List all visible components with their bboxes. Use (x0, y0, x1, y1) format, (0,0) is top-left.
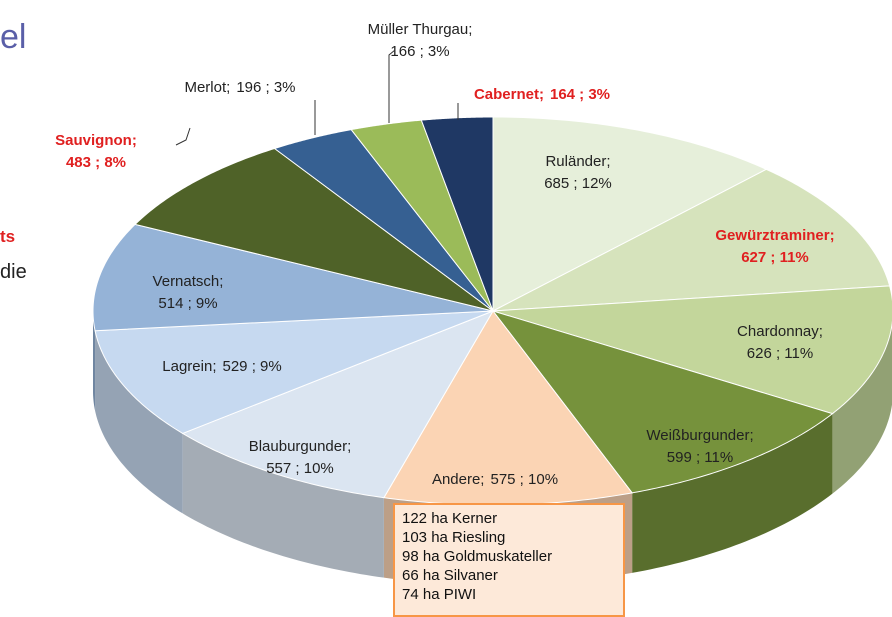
pie-slice-side (182, 433, 384, 578)
pie-slice (492, 116, 768, 312)
pie-slice-side (93, 311, 96, 411)
pie-slice (491, 310, 834, 494)
data-label-category: Gewürztraminer; (715, 227, 834, 244)
data-label-value: 685 ; 12% (544, 175, 612, 192)
pie-slice-side (95, 330, 183, 514)
annotation-box (393, 503, 625, 617)
data-label: Cabernet; 164 ; 3% (474, 86, 610, 103)
data-label-value: 164 ; 3% (550, 86, 610, 103)
data-label: Lagrein; 529 ; 9% (162, 358, 281, 375)
data-label-value: 529 ; 9% (223, 358, 282, 375)
data-label-value: 196 ; 3% (236, 79, 295, 96)
data-label-value: 626 ; 11% (747, 345, 813, 362)
data-label-category: Merlot; (184, 79, 230, 96)
data-label-value: 627 ; 11% (741, 249, 809, 266)
labels: Ruländer; 685 ; 12% Gewürztraminer; 627 ; 1… (55, 21, 834, 488)
data-label-category: Weißburgunder; (646, 427, 753, 444)
data-label-value: 483 ; 8% (66, 154, 126, 171)
slide-title-fragment: el (0, 18, 26, 56)
pie-slice-side (832, 324, 892, 494)
data-label-category: Lagrein; (162, 358, 216, 375)
leader-line (388, 49, 396, 123)
pie-slice (492, 285, 892, 415)
pie-slice (134, 147, 494, 312)
data-label: Merlot; 196 ; 3% (184, 79, 295, 96)
annotation-line: 122 ha Kerner (402, 510, 497, 527)
slide-text-fragment: die (0, 261, 27, 283)
annotation-line: 103 ha Riesling (402, 529, 505, 546)
data-label-category: Müller Thurgau; (368, 21, 473, 38)
pie-slice (492, 168, 891, 312)
data-label-value: 166 ; 3% (390, 43, 449, 60)
slide-text-fragment: ts (0, 227, 15, 246)
pie-slice-side (632, 413, 833, 573)
data-label-category: Cabernet; (474, 86, 544, 103)
pie-slice (420, 116, 494, 312)
data-label: Andere; 575 ; 10% (432, 471, 558, 488)
data-label-value: 599 ; 11% (667, 449, 733, 466)
data-label-category: Blauburgunder; (249, 438, 352, 455)
pie-slice (92, 223, 494, 332)
data-label-category: Sauvignon; (55, 132, 137, 149)
pie-slice (350, 119, 494, 312)
annotation-line: 66 ha Silvaner (402, 567, 498, 584)
data-label-value: 514 ; 9% (158, 295, 217, 312)
pie-slice (94, 310, 494, 434)
data-label-value: 557 ; 10% (266, 460, 334, 477)
pie (92, 116, 892, 585)
data-label-category: Andere; (432, 471, 485, 488)
pie-slice (273, 129, 494, 312)
annotation: 122 ha Kerner 103 ha Riesling 98 ha Goldmu… (402, 510, 552, 603)
data-label-value: 575 ; 10% (490, 471, 558, 488)
annotation-line: 98 ha Goldmuskateller (402, 548, 552, 565)
data-label-category: Ruländer; (545, 153, 610, 170)
pie-slice (181, 310, 495, 499)
data-label-category: Chardonnay; (737, 323, 823, 340)
annotation-line: 74 ha PIWI (402, 586, 476, 603)
leader-line (175, 127, 191, 146)
data-label-category: Vernatsch; (153, 273, 224, 290)
